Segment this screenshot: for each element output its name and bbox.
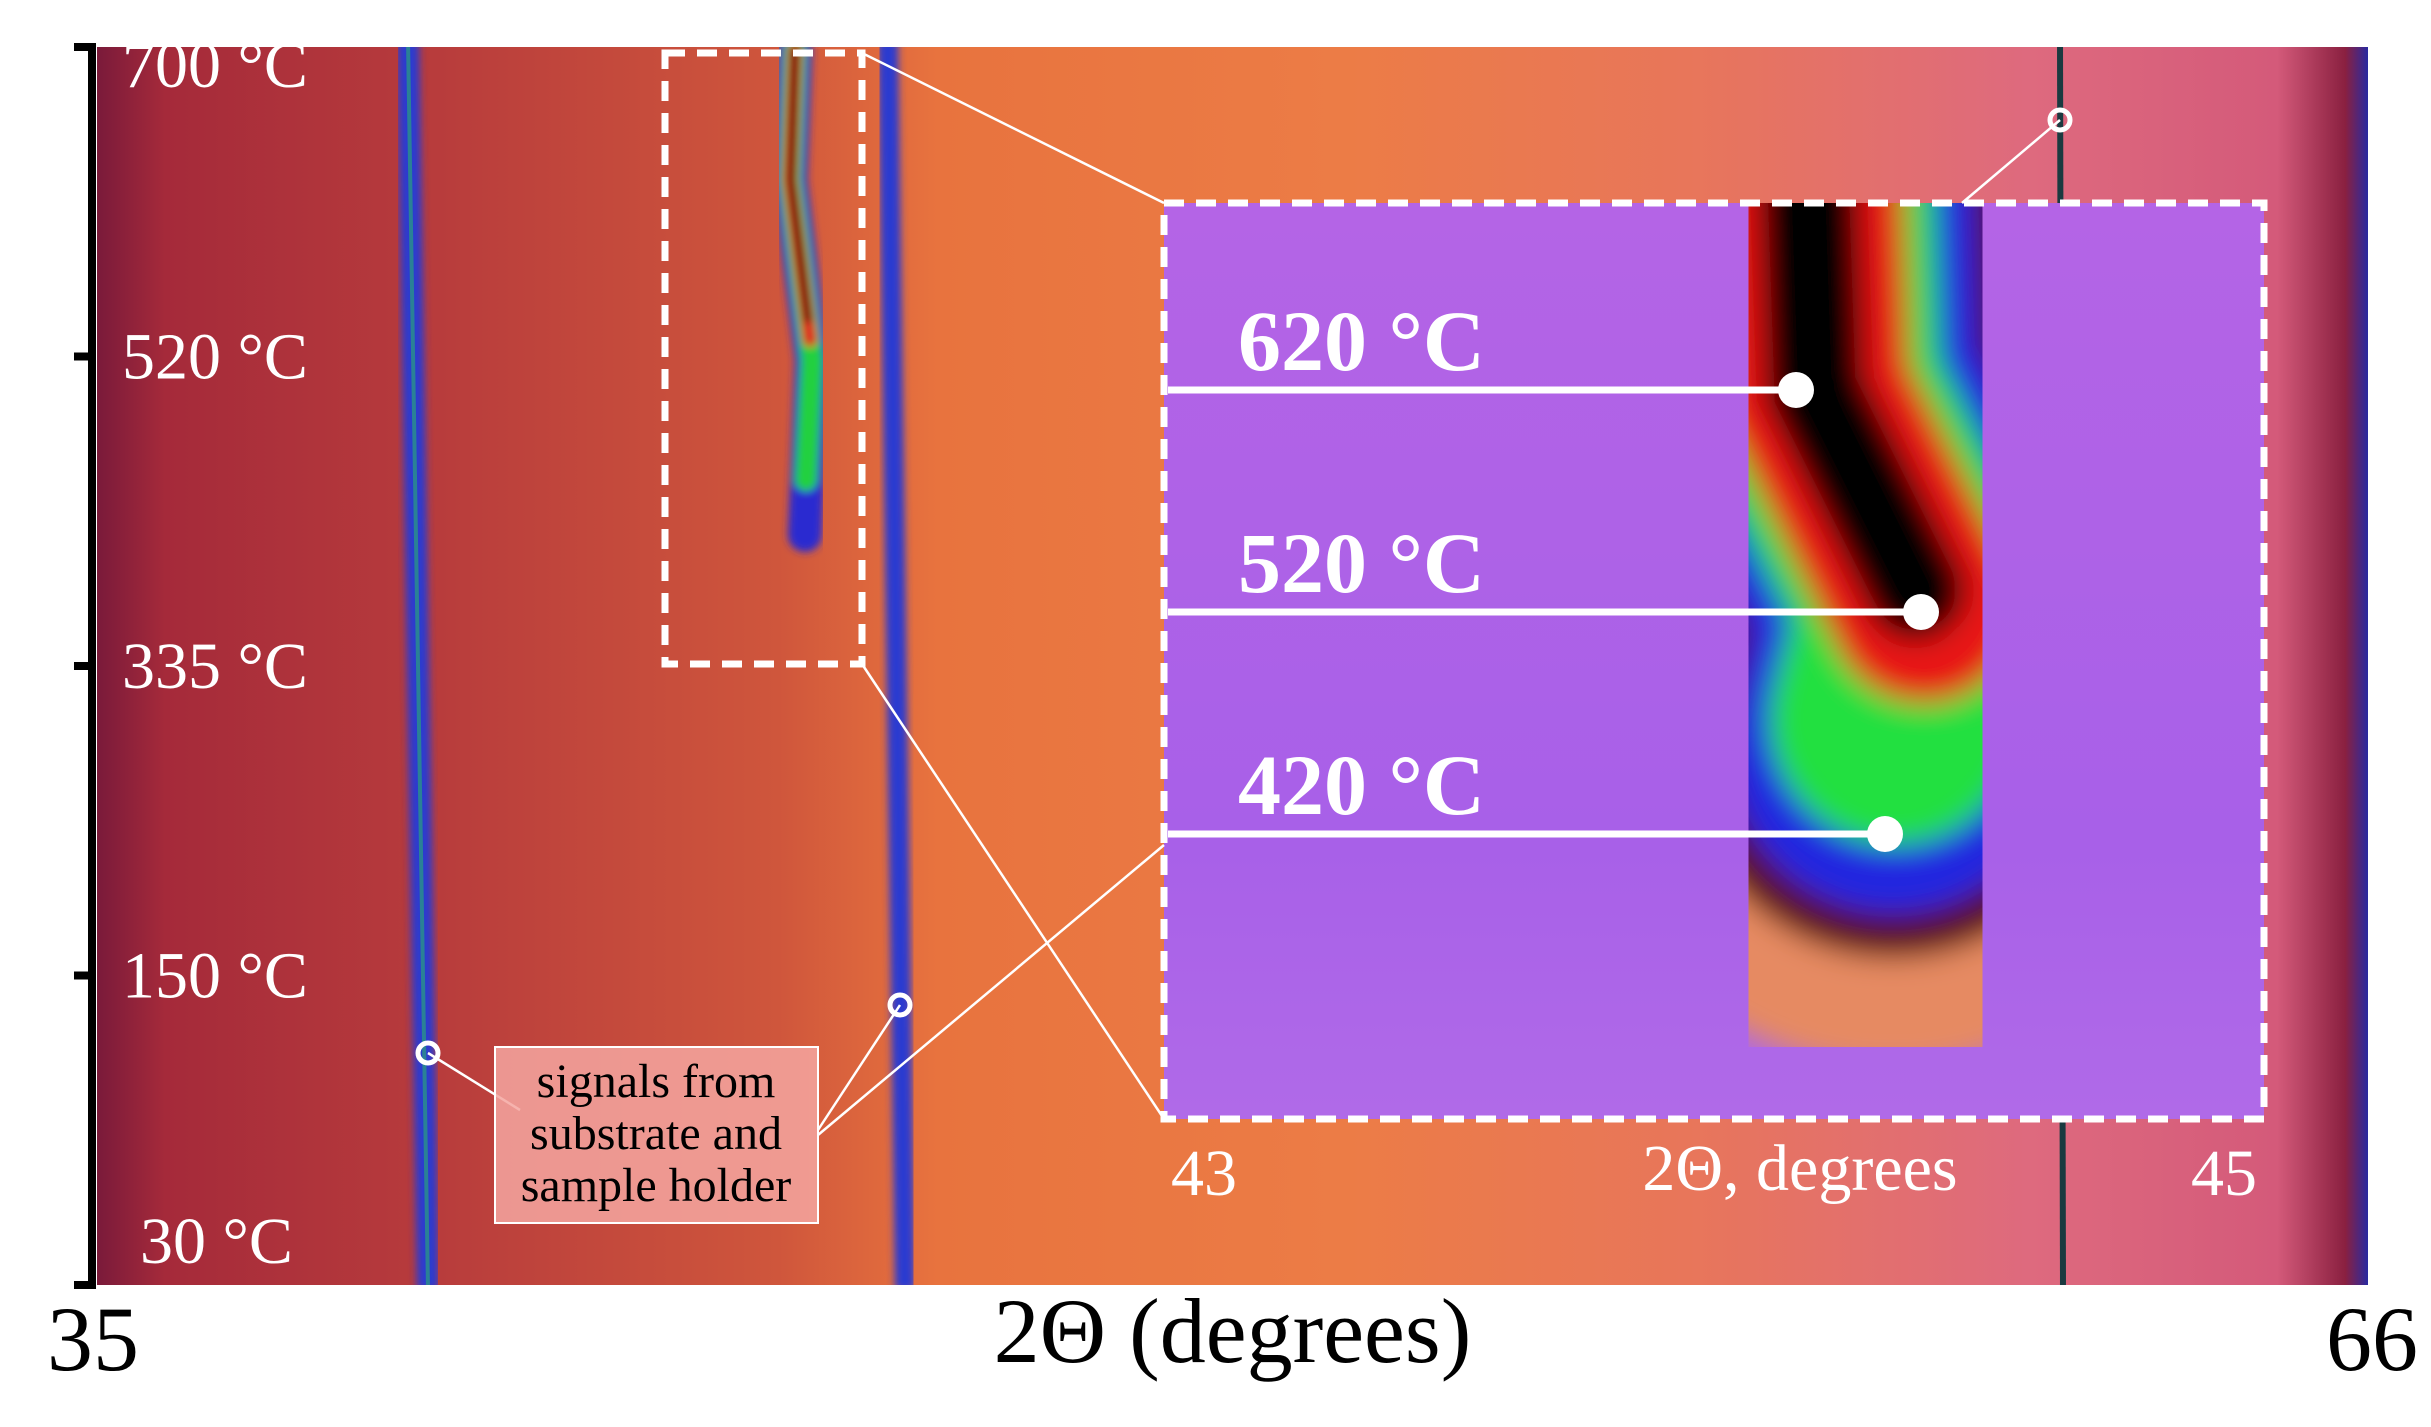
x-axis-label: 2Θ (degrees)	[994, 1280, 1472, 1382]
callout-text: substrate and	[530, 1107, 782, 1160]
substrate-signal-core	[406, 47, 430, 1285]
callout-line	[1961, 119, 2061, 204]
inset-x-axis-label: 2Θ, degrees	[1642, 1132, 1957, 1205]
zoom-connector	[861, 51, 1165, 205]
x-tick-label: 35	[47, 1288, 139, 1390]
annotation-dot	[1778, 372, 1814, 408]
annotation-label: 520 °C	[1238, 515, 1485, 611]
y-tick-label: 520 °C	[122, 321, 308, 394]
sample-peak	[772, 47, 830, 552]
y-tick-label: 700 °C	[122, 29, 308, 102]
y-tick-label: 30 °C	[140, 1205, 293, 1278]
annotation-dot	[1867, 816, 1903, 852]
y-tick-label: 335 °C	[122, 630, 308, 703]
annotation-label: 420 °C	[1238, 737, 1485, 833]
inset	[1164, 203, 2264, 1119]
zoom-connector	[860, 663, 1166, 1120]
zoom-box	[661, 49, 866, 668]
inset-frame	[1160, 199, 2268, 1123]
callout-text: signals from	[537, 1055, 776, 1108]
inset-x-tick-label: 43	[1171, 1137, 1237, 1210]
annotation-dot	[1903, 594, 1939, 630]
y-tick-label: 150 °C	[122, 940, 308, 1013]
callout-line	[816, 1004, 902, 1131]
x-tick-label: 66	[2326, 1288, 2418, 1390]
holder-signal	[878, 47, 915, 1285]
annotation-label: 620 °C	[1238, 293, 1485, 389]
inset-peak	[1488, 203, 2261, 1068]
callout-box	[494, 1046, 819, 1224]
callout-marker	[887, 992, 913, 1018]
callout-line	[817, 844, 1165, 1136]
callout-text: sample holder	[521, 1159, 792, 1212]
inset-x-tick-label: 45	[2191, 1137, 2257, 1210]
callout-marker	[2047, 107, 2073, 133]
callout-marker	[415, 1040, 441, 1066]
